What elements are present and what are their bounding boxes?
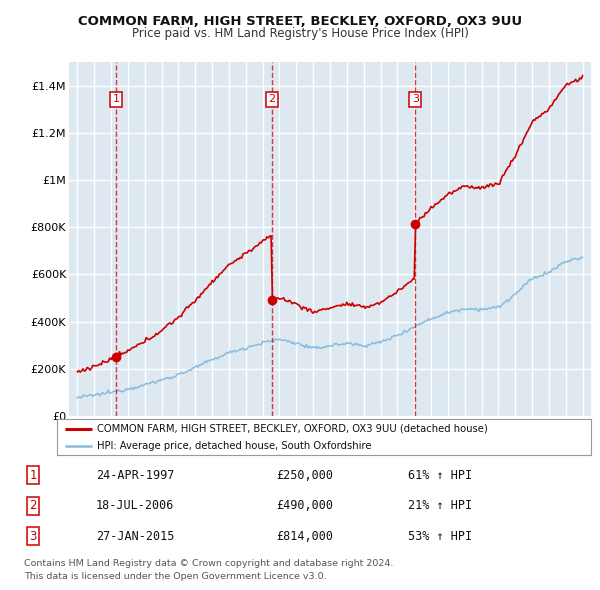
Text: 3: 3 — [412, 94, 419, 104]
Text: 53% ↑ HPI: 53% ↑ HPI — [408, 530, 472, 543]
Text: 24-APR-1997: 24-APR-1997 — [96, 468, 175, 481]
Text: 2: 2 — [29, 499, 37, 512]
Text: 18-JUL-2006: 18-JUL-2006 — [96, 499, 175, 512]
Text: COMMON FARM, HIGH STREET, BECKLEY, OXFORD, OX3 9UU: COMMON FARM, HIGH STREET, BECKLEY, OXFOR… — [78, 15, 522, 28]
Text: £490,000: £490,000 — [276, 499, 333, 512]
Text: Price paid vs. HM Land Registry's House Price Index (HPI): Price paid vs. HM Land Registry's House … — [131, 27, 469, 40]
Text: Contains HM Land Registry data © Crown copyright and database right 2024.: Contains HM Land Registry data © Crown c… — [24, 559, 394, 568]
Text: £814,000: £814,000 — [276, 530, 333, 543]
Text: 2: 2 — [268, 94, 275, 104]
Text: COMMON FARM, HIGH STREET, BECKLEY, OXFORD, OX3 9UU (detached house): COMMON FARM, HIGH STREET, BECKLEY, OXFOR… — [97, 424, 488, 434]
Text: HPI: Average price, detached house, South Oxfordshire: HPI: Average price, detached house, Sout… — [97, 441, 371, 451]
Text: £250,000: £250,000 — [276, 468, 333, 481]
Text: 27-JAN-2015: 27-JAN-2015 — [96, 530, 175, 543]
Text: 1: 1 — [29, 468, 37, 481]
Text: 3: 3 — [29, 530, 37, 543]
Text: This data is licensed under the Open Government Licence v3.0.: This data is licensed under the Open Gov… — [24, 572, 326, 581]
Text: 61% ↑ HPI: 61% ↑ HPI — [408, 468, 472, 481]
Text: 1: 1 — [113, 94, 120, 104]
Text: 21% ↑ HPI: 21% ↑ HPI — [408, 499, 472, 512]
